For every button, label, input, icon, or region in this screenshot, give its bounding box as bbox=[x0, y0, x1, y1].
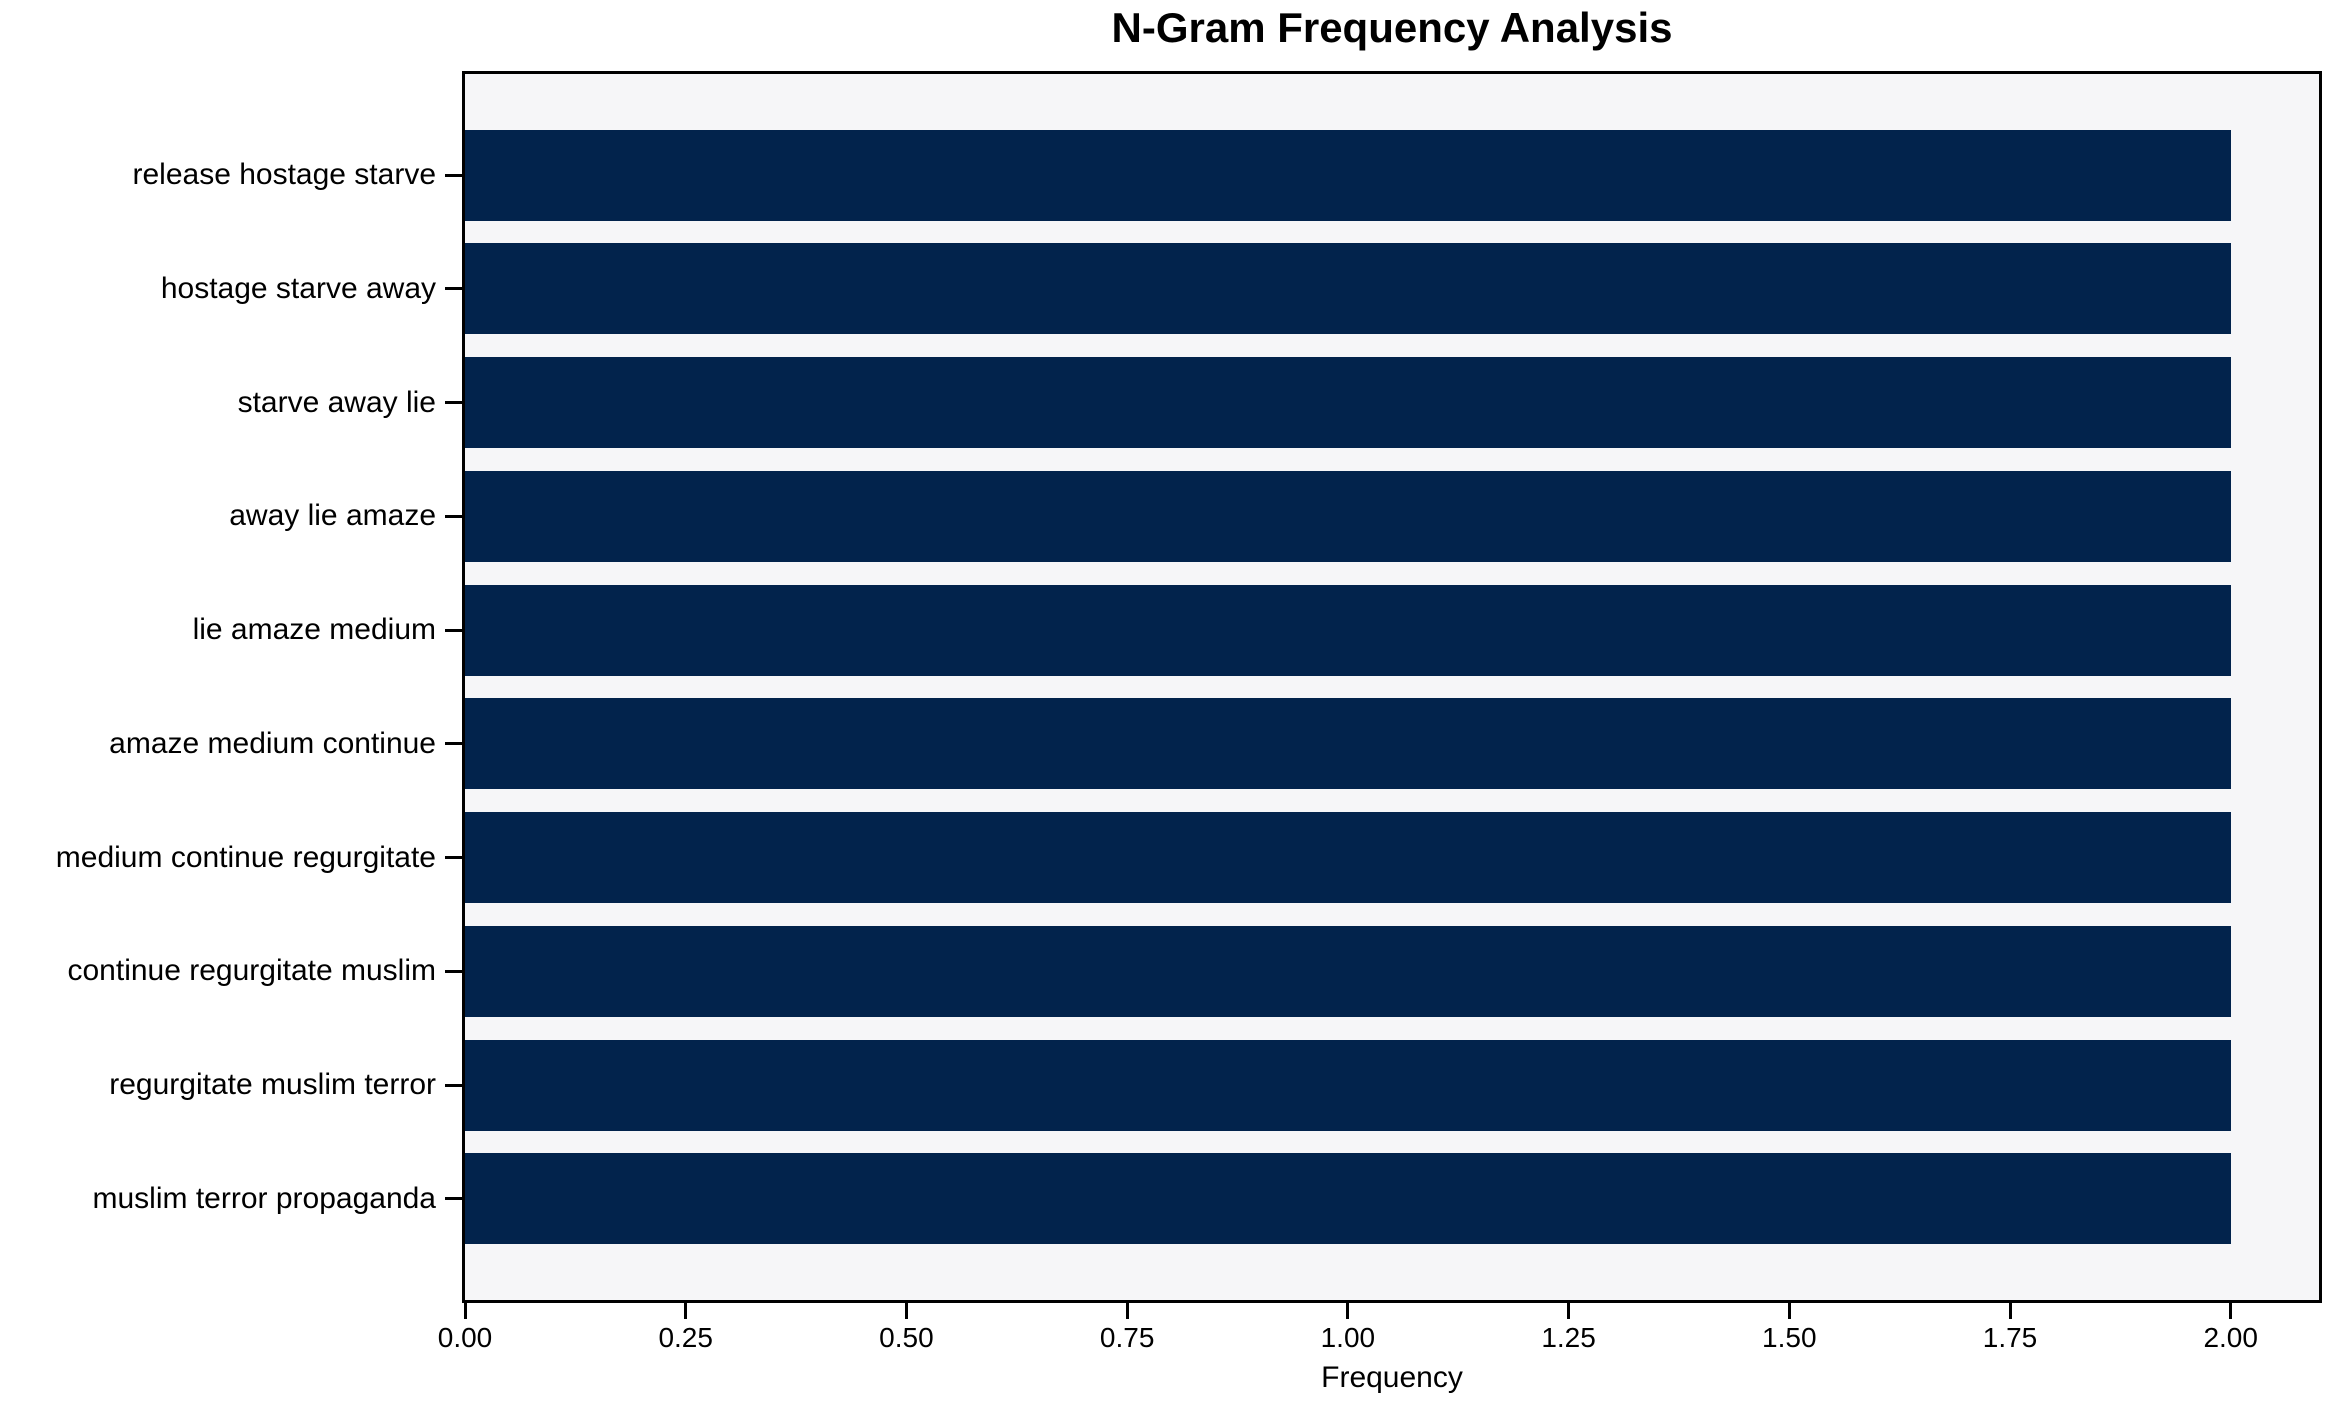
y-tick-mark bbox=[445, 401, 462, 405]
y-tick-label: lie amaze medium bbox=[192, 613, 436, 647]
x-tick-mark bbox=[463, 1303, 467, 1319]
x-tick-label: 2.00 bbox=[2203, 1322, 2258, 1353]
y-tick-label: release hostage starve bbox=[132, 158, 436, 192]
bar bbox=[465, 129, 2231, 221]
bar bbox=[465, 243, 2231, 335]
x-tick-mark bbox=[1787, 1303, 1791, 1319]
x-tick-label: 0.75 bbox=[1099, 1322, 1155, 1353]
y-tick-label: away lie amaze bbox=[229, 499, 436, 533]
y-tick-mark bbox=[445, 1197, 462, 1201]
y-tick-label: regurgitate muslim terror bbox=[109, 1068, 436, 1102]
x-tick-label: 1.25 bbox=[1541, 1322, 1596, 1353]
bar bbox=[465, 584, 2231, 676]
x-tick-mark bbox=[1567, 1303, 1571, 1319]
y-tick-label: muslim terror propaganda bbox=[92, 1181, 437, 1215]
y-tick-label: medium continue regurgitate bbox=[55, 840, 436, 874]
bar bbox=[465, 925, 2231, 1017]
x-tick-mark bbox=[1125, 1303, 1129, 1319]
x-tick-label: 0.00 bbox=[437, 1322, 493, 1353]
y-tick-mark bbox=[445, 969, 462, 973]
y-tick-label: starve away lie bbox=[237, 385, 436, 419]
x-tick-mark bbox=[684, 1303, 688, 1319]
plot-area bbox=[462, 71, 2322, 1303]
bar bbox=[465, 470, 2231, 562]
bar bbox=[465, 698, 2231, 790]
x-axis-label: Frequency bbox=[1321, 1361, 1463, 1394]
y-tick-mark bbox=[445, 173, 462, 177]
y-tick-mark bbox=[445, 287, 462, 291]
bar bbox=[465, 1153, 2231, 1245]
x-tick-label: 1.00 bbox=[1320, 1322, 1376, 1353]
bar bbox=[465, 357, 2231, 449]
y-tick-mark bbox=[445, 742, 462, 746]
x-tick-label: 0.50 bbox=[879, 1322, 934, 1353]
x-tick-mark bbox=[2008, 1303, 2012, 1319]
y-tick-label: amaze medium continue bbox=[109, 726, 436, 760]
x-tick-label: 1.50 bbox=[1762, 1322, 1817, 1353]
bar bbox=[465, 1039, 2231, 1131]
x-tick-label: 1.75 bbox=[1982, 1322, 2038, 1353]
y-tick-label: hostage starve away bbox=[160, 271, 436, 305]
y-tick-mark bbox=[445, 628, 462, 632]
bar bbox=[465, 812, 2231, 904]
x-tick-mark bbox=[904, 1303, 908, 1319]
y-tick-mark bbox=[445, 514, 462, 518]
x-tick-label: 0.25 bbox=[658, 1322, 713, 1353]
x-tick-mark bbox=[1346, 1303, 1350, 1319]
y-tick-mark bbox=[445, 1083, 462, 1087]
y-tick-label: continue regurgitate muslim bbox=[67, 954, 436, 988]
chart-title: N-Gram Frequency Analysis bbox=[1111, 4, 1673, 51]
y-tick-mark bbox=[445, 856, 462, 860]
x-tick-mark bbox=[2229, 1303, 2233, 1319]
